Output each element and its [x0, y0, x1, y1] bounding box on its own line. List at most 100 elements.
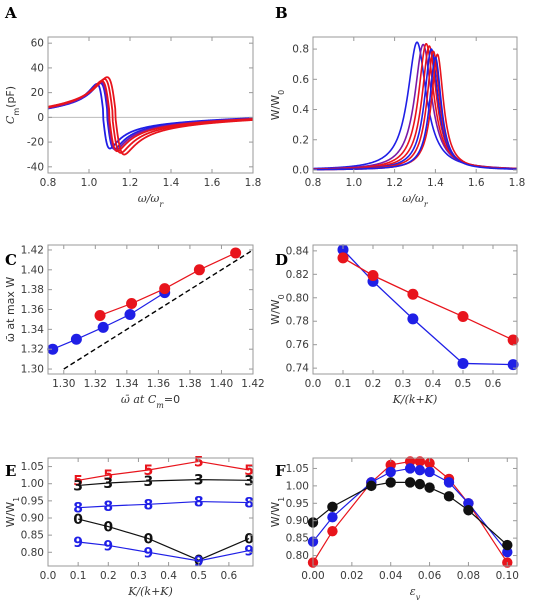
- data-point: [159, 283, 171, 295]
- x-tick-label: 0.5: [455, 378, 472, 390]
- x-tick-label: 0.4: [425, 378, 442, 390]
- data-point: [407, 288, 419, 300]
- reference-line: [63, 249, 254, 370]
- data-point: [367, 269, 379, 281]
- label-part: W/W: [269, 95, 282, 121]
- data-marker: 5: [73, 473, 83, 489]
- series-line-3: [48, 79, 253, 153]
- y-tick-label: 1.42: [21, 244, 44, 256]
- data-point: [507, 359, 519, 371]
- data-point: [385, 477, 396, 488]
- data-point: [70, 333, 82, 345]
- data-point: [414, 478, 426, 490]
- plot-frame: [47, 36, 254, 174]
- x-axis-label: ω/ωr: [402, 192, 429, 209]
- data-point: [97, 321, 109, 333]
- series-line-3: [78, 518, 250, 561]
- x-tick-label: 0.02: [340, 570, 363, 582]
- data-marker: 5: [144, 463, 154, 479]
- series-line-1: [312, 43, 518, 170]
- x-tick-label: 0.4: [160, 570, 177, 582]
- label-part: m: [156, 401, 164, 410]
- y-tick-label: 0.8: [292, 44, 309, 56]
- data-marker: 3: [244, 473, 254, 489]
- data-point: [457, 357, 469, 369]
- label-part: ω̄ at C: [121, 393, 157, 406]
- label-part: 0: [277, 90, 286, 95]
- data-marker: 0: [73, 512, 83, 528]
- label-part: =0: [164, 393, 180, 406]
- label-part: K/(k+K): [392, 393, 438, 406]
- label-part: 1: [277, 497, 286, 502]
- y-tick-label: 0.84: [286, 245, 310, 257]
- data-point: [424, 466, 435, 478]
- plot-frame: [47, 244, 254, 375]
- x-tick-label: 1.40: [210, 378, 233, 390]
- y-tick-label: 1.32: [21, 344, 44, 356]
- data-point: [424, 482, 435, 493]
- x-tick-label: 0.00: [301, 570, 324, 582]
- x-tick-label: 0.8: [305, 177, 322, 189]
- series-line-4: [78, 541, 250, 562]
- y-tick-label: 1.05: [21, 461, 44, 473]
- data-point: [414, 464, 426, 476]
- panel-a: Aω/ωr Cm(pF) 0.8 1.0 1.2 1.4 1.6 1.8 -40 -20 0 20 40…: [4, 4, 261, 209]
- y-tick-label: -20: [27, 137, 44, 149]
- y-axis-label: W/W0: [269, 90, 286, 121]
- panel-letter: E: [5, 462, 16, 480]
- label-part: ε: [410, 585, 416, 598]
- y-axis-label: ω̄ at max W: [4, 277, 17, 343]
- x-tick-label: 0.2: [365, 378, 382, 390]
- panel-letter: D: [275, 251, 288, 269]
- panel-letter: B: [275, 4, 288, 22]
- x-tick-label: 0.8: [40, 177, 57, 189]
- data-point: [47, 343, 59, 355]
- data-marker: 0: [103, 520, 113, 536]
- label-part: v: [416, 593, 421, 602]
- x-tick-label: 0.10: [496, 570, 519, 582]
- label-part: W/W: [269, 299, 282, 325]
- data-point: [385, 466, 396, 478]
- data-point: [366, 480, 377, 492]
- data-marker: 9: [73, 535, 83, 551]
- panel-letter: C: [5, 251, 17, 269]
- data-point: [443, 491, 455, 502]
- y-tick-label: 0.82: [286, 269, 309, 281]
- data-point: [337, 252, 349, 264]
- x-axis-label: K/(k+K): [127, 585, 173, 598]
- x-tick-label: 1.38: [178, 378, 201, 390]
- y-tick-label: 1.30: [21, 364, 44, 376]
- x-tick-label: 1.2: [122, 177, 139, 189]
- data-point: [404, 477, 416, 488]
- data-point: [94, 309, 106, 321]
- x-tick-label: 0.1: [335, 378, 352, 390]
- label-part: ω/ω: [402, 192, 424, 205]
- y-tick-label: 0.95: [21, 495, 44, 507]
- data-marker: 3: [103, 476, 113, 492]
- x-tick-label: 1.34: [115, 378, 139, 390]
- series-line-4: [48, 78, 253, 154]
- y-tick-label: 0.80: [21, 547, 44, 559]
- data-point: [507, 334, 519, 346]
- x-tick-label: 1.2: [386, 177, 403, 189]
- data-marker: 9: [103, 538, 113, 554]
- data-marker: 8: [244, 496, 254, 512]
- data-point: [327, 512, 338, 523]
- series-line-1: [78, 478, 250, 487]
- data-point: [457, 311, 469, 323]
- series-line-2: [312, 481, 508, 546]
- label-part: K/(k+K): [127, 585, 173, 598]
- x-tick-label: 0.0: [40, 570, 57, 582]
- data-marker: 5: [244, 463, 254, 479]
- panel-b: Bω/ωr W/W0 0.8 1.0 1.2 1.4 1.6 1.8 0.0 0.2 0.4 0.6 0…: [269, 4, 525, 209]
- y-tick-label: 0.80: [286, 292, 309, 304]
- series-line-1: [48, 82, 253, 150]
- data-marker: 8: [103, 499, 113, 515]
- x-tick-label: 1.8: [509, 177, 526, 189]
- y-tick-label: 1.38: [21, 284, 44, 296]
- y-tick-label: 0.90: [21, 513, 44, 525]
- series-line-5: [312, 50, 518, 171]
- y-tick-label: 1.05: [286, 463, 309, 475]
- y-axis-label: W/W1: [269, 497, 286, 528]
